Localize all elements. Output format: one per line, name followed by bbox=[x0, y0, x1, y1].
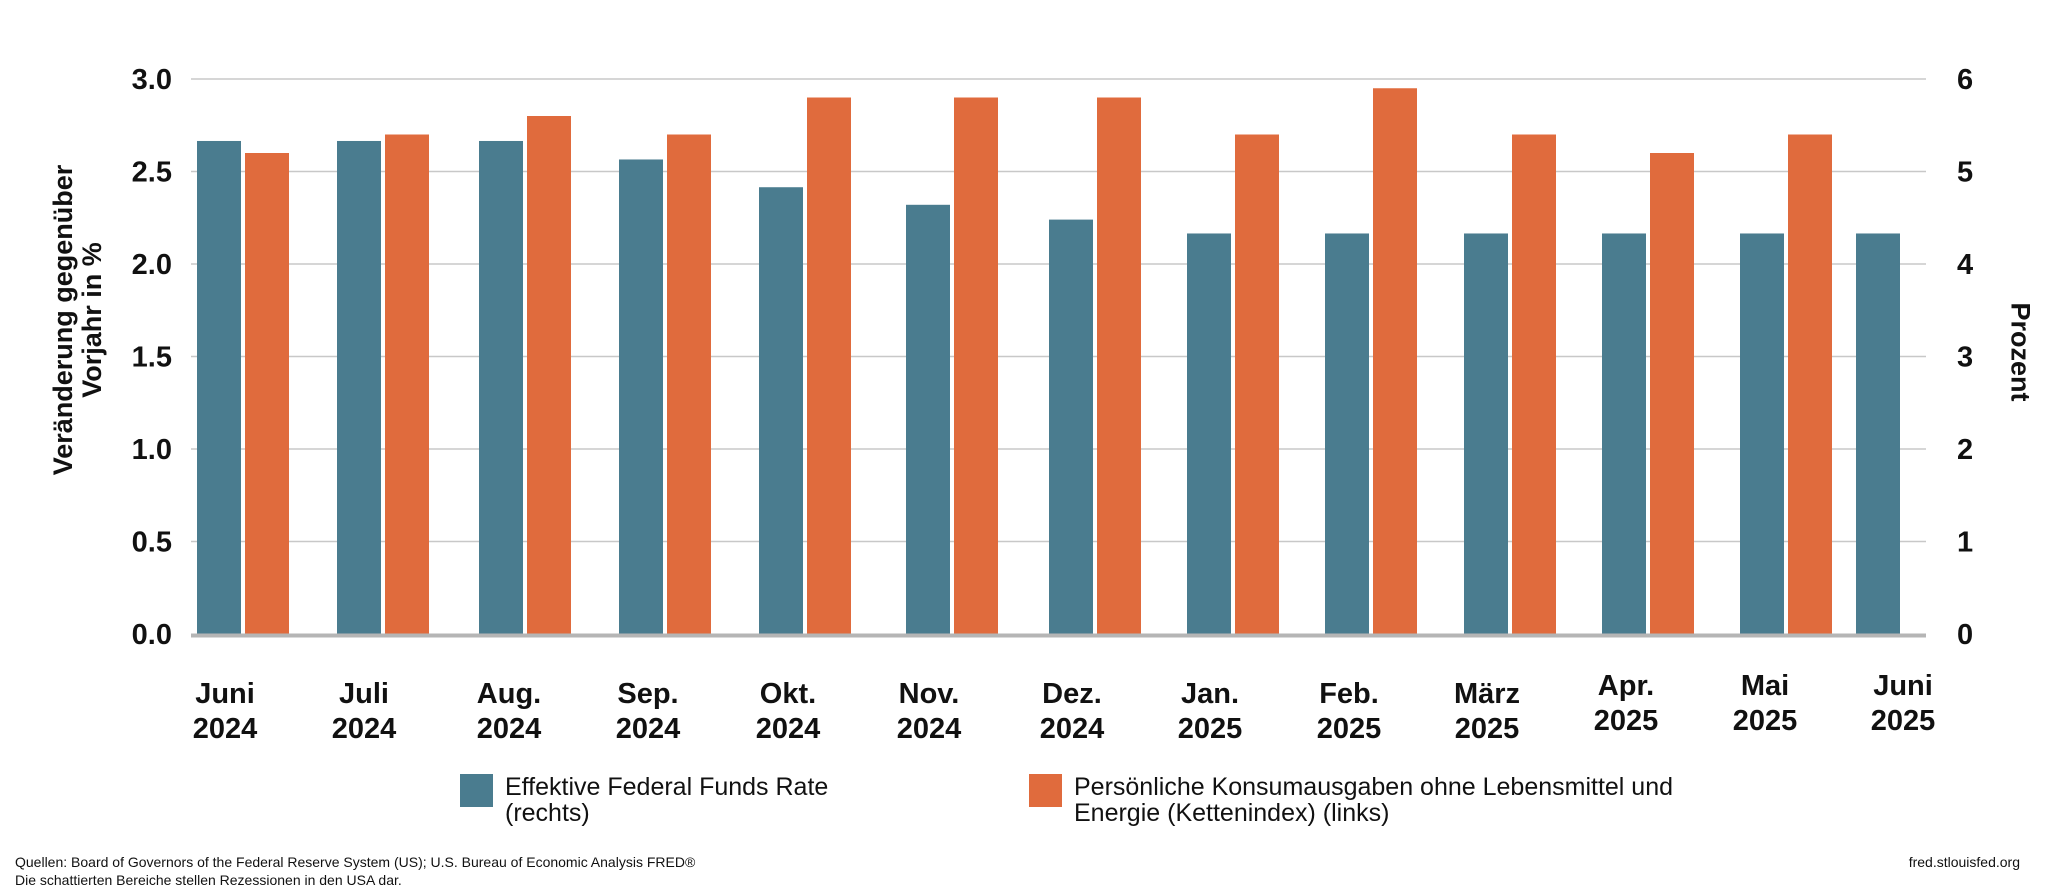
legend-label-fed-funds: Effektive Federal Funds Rate (rechts) bbox=[505, 773, 829, 827]
y-tick-label-left: 1.0 bbox=[132, 434, 172, 466]
bar-pce-index bbox=[1097, 97, 1141, 634]
legend-swatch-pce bbox=[1029, 774, 1062, 807]
legend-label-pce: Persönliche Konsumausgaben ohne Lebensmi… bbox=[1074, 773, 1674, 827]
y-tick-label-right: 2 bbox=[1957, 434, 1973, 466]
y-tick-label-right: 0 bbox=[1957, 619, 1973, 651]
x-tick-label: Dez. 2024 bbox=[1040, 678, 1105, 745]
source-note: Quellen: Board of Governors of the Feder… bbox=[15, 854, 696, 870]
fred-url: fred.stlouisfed.org bbox=[1908, 854, 2020, 870]
y-tick-label-left: 3.0 bbox=[132, 64, 172, 96]
bar-pce-index bbox=[1512, 134, 1556, 634]
bar-fed-funds-rate bbox=[759, 187, 803, 634]
x-tick-label: Juni 2025 bbox=[1871, 670, 1936, 737]
bar-fed-funds-rate bbox=[197, 140, 241, 634]
y-tick-label-right: 6 bbox=[1957, 64, 1973, 96]
bar-fed-funds-rate bbox=[337, 140, 381, 634]
x-tick-label: Jan. 2025 bbox=[1178, 678, 1243, 745]
legend-item-pce: Persönliche Konsumausgaben ohne Lebensmi… bbox=[1029, 774, 1789, 826]
bar-pce-index bbox=[1788, 134, 1832, 634]
y-tick-label-left: 1.5 bbox=[132, 342, 172, 374]
x-tick-label: Nov. 2024 bbox=[897, 678, 962, 745]
bar-pce-index bbox=[667, 134, 711, 634]
bar-fed-funds-rate bbox=[1856, 233, 1900, 634]
bar-pce-index bbox=[527, 116, 571, 634]
bar-fed-funds-rate bbox=[1464, 233, 1508, 634]
x-tick-label: Mai 2025 bbox=[1733, 670, 1798, 737]
bar-fed-funds-rate bbox=[1049, 219, 1093, 634]
bar-pce-index bbox=[1373, 88, 1417, 634]
bar-pce-index bbox=[385, 134, 429, 634]
bar-pce-index bbox=[1650, 153, 1694, 634]
bar-fed-funds-rate bbox=[479, 140, 523, 634]
y-tick-label-right: 4 bbox=[1957, 249, 1973, 281]
x-tick-label: Okt. 2024 bbox=[756, 678, 821, 745]
bar-fed-funds-rate bbox=[906, 204, 950, 635]
bar-pce-index bbox=[954, 97, 998, 634]
x-tick-label: März 2025 bbox=[1454, 678, 1520, 745]
bar-fed-funds-rate bbox=[1602, 233, 1646, 634]
y-axis-label-right: Prozent bbox=[2005, 302, 2036, 402]
bar-pce-index bbox=[1235, 134, 1279, 634]
bar-pce-index bbox=[807, 97, 851, 634]
x-tick-label: Feb. 2025 bbox=[1317, 678, 1382, 745]
x-tick-label: Aug. 2024 bbox=[477, 678, 542, 745]
x-tick-label: Juni 2024 bbox=[193, 678, 258, 745]
x-tick-label: Juli 2024 bbox=[332, 678, 397, 745]
y-axis-label-left: Veränderung gegenüber Vorjahr in % bbox=[48, 164, 107, 476]
bar-fed-funds-rate bbox=[1740, 233, 1784, 634]
y-tick-label-right: 1 bbox=[1957, 527, 1973, 559]
recession-note: Die schattierten Bereiche stellen Rezess… bbox=[15, 872, 402, 888]
bar-fed-funds-rate bbox=[1187, 233, 1231, 634]
y-tick-label-left: 2.5 bbox=[132, 157, 172, 189]
legend-swatch-fed-funds bbox=[460, 774, 493, 807]
bar-pce-index bbox=[245, 153, 289, 634]
x-tick-label: Sep. 2024 bbox=[616, 678, 681, 745]
x-tick-label: Apr. 2025 bbox=[1594, 670, 1659, 737]
y-tick-label-right: 3 bbox=[1957, 342, 1973, 374]
y-tick-label-left: 0.0 bbox=[132, 619, 172, 651]
y-tick-label-left: 0.5 bbox=[132, 527, 172, 559]
legend-item-fed-funds: Effektive Federal Funds Rate (rechts) bbox=[460, 774, 930, 826]
bar-fed-funds-rate bbox=[619, 159, 663, 634]
y-tick-label-left: 2.0 bbox=[132, 249, 172, 281]
y-tick-label-right: 5 bbox=[1957, 157, 1973, 189]
bar-fed-funds-rate bbox=[1325, 233, 1369, 634]
